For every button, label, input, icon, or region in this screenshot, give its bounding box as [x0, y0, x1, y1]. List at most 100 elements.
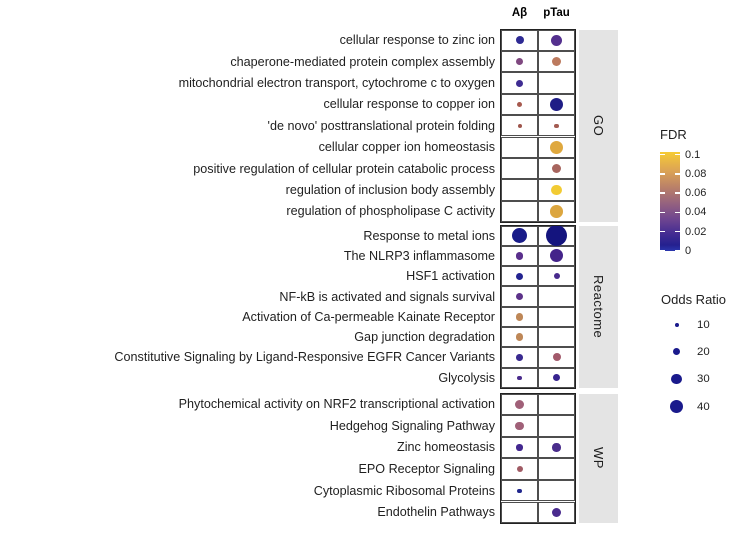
fdr-tick-mark — [660, 192, 665, 194]
fdr-gradient-bar — [660, 152, 680, 251]
enrichment-dot — [546, 225, 567, 247]
enrichment-dot — [515, 36, 524, 45]
grid-cell — [538, 393, 575, 416]
row-label: mitochondrial electron transport, cytoch… — [178, 75, 495, 90]
fdr-tick-mark — [675, 192, 680, 194]
enrichment-dot — [515, 292, 524, 301]
column-header-ptau: pTau — [543, 7, 570, 19]
fdr-tick-label: 0.1 — [685, 148, 701, 161]
grid-cell — [538, 458, 575, 480]
enrichment-dot — [554, 123, 559, 129]
row-label: Glycolysis — [438, 370, 495, 385]
row-label: EPO Receptor Signaling — [358, 462, 495, 477]
grid-cell — [538, 327, 575, 348]
enrichment-dot — [517, 123, 522, 128]
enrichment-dot — [550, 97, 563, 111]
column-header-abeta: Aβ — [511, 7, 528, 19]
grid-cell — [538, 72, 575, 94]
enrichment-dot — [516, 354, 523, 361]
grid-cell — [501, 501, 538, 524]
enrichment-dot — [551, 56, 562, 67]
fdr-tick-mark — [675, 250, 680, 252]
odds-ratio-legend-dot — [671, 373, 682, 385]
fdr-legend-title: FDR — [660, 127, 687, 142]
fdr-tick-mark — [660, 211, 665, 214]
odds-ratio-legend-value: 20 — [697, 345, 710, 358]
enrichment-dot — [552, 353, 561, 362]
facet-strip-go: GO — [579, 29, 618, 223]
row-label: regulation of phospholipase C activity — [286, 204, 495, 219]
enrichment-dot — [516, 58, 523, 66]
fdr-tick-mark — [660, 230, 665, 233]
odds-ratio-legend-dot — [670, 400, 683, 413]
grid-cell — [538, 415, 575, 437]
enrichment-dot — [550, 140, 563, 154]
enrichment-dot — [516, 79, 523, 87]
facet-strip-reactome: Reactome — [579, 225, 618, 388]
enrichment-dot — [512, 228, 527, 244]
row-label: The NLRP3 inflammasome — [343, 248, 495, 263]
row-label: Constitutive Signaling by Ligand-Respons… — [114, 350, 495, 365]
enrichment-dot — [516, 444, 523, 451]
odds-ratio-legend-value: 30 — [697, 373, 710, 385]
grid-cell — [501, 157, 538, 180]
enrichment-dot — [551, 184, 562, 196]
grid-cell — [501, 136, 538, 158]
row-label: Zinc homeostasis — [397, 440, 495, 455]
facet-strip-label: WP — [591, 447, 606, 470]
row-label: positive regulation of cellular protein … — [193, 161, 495, 176]
enrichment-dot — [516, 272, 523, 280]
fdr-tick-label: 0.08 — [685, 167, 707, 180]
enrichment-dot — [553, 374, 560, 382]
fdr-tick-label: 0.06 — [685, 187, 707, 200]
odds-ratio-legend-dot — [672, 347, 681, 356]
fdr-tick-mark — [675, 211, 680, 214]
row-label: Response to metal ions — [363, 228, 495, 243]
row-label: Endothelin Pathways — [377, 505, 495, 520]
enrichment-dot — [517, 101, 522, 107]
row-label: NF-kB is activated and signals survival — [279, 289, 495, 304]
fdr-tick-mark — [660, 153, 665, 156]
grid-cell — [501, 200, 538, 223]
fdr-tick-mark — [660, 250, 665, 252]
enrichment-dot — [550, 205, 563, 218]
facet-strip-label: Reactome — [591, 275, 606, 339]
enrichment-dot — [515, 399, 524, 409]
row-label: Hedgehog Signaling Pathway — [329, 418, 495, 433]
row-label: regulation of inclusion body assembly — [285, 182, 495, 197]
enrichment-dot — [550, 249, 563, 263]
row-label: chaperone-mediated protein complex assem… — [230, 54, 495, 69]
row-label: cellular response to zinc ion — [339, 33, 495, 48]
enrichment-dot — [553, 273, 560, 280]
odds-ratio-legend-dot — [674, 323, 679, 327]
row-label: 'de novo' posttranslational protein fold… — [267, 118, 495, 133]
grid-cell — [538, 306, 575, 327]
row-label: HSF1 activation — [406, 269, 495, 284]
row-label: cellular copper ion homeostasis — [318, 140, 495, 155]
enrichment-dot — [515, 313, 524, 321]
enrichment-dot — [517, 488, 522, 493]
odds-ratio-legend-title: Odds Ratio — [661, 292, 727, 307]
enrichment-dot — [517, 375, 522, 380]
enrichment-dot — [552, 443, 561, 452]
facet-strip-wp: WP — [579, 393, 618, 524]
row-label: cellular response to copper ion — [323, 97, 495, 112]
row-label: Cytoplasmic Ribosomal Proteins — [313, 483, 495, 498]
row-label: Phytochemical activity on NRF2 transcrip… — [178, 397, 495, 412]
grid-cell — [538, 479, 575, 502]
enrichment-dot — [552, 507, 561, 517]
enrichment-dot — [515, 421, 524, 431]
enrichment-dot — [551, 34, 562, 46]
enrichment-dot — [515, 333, 524, 341]
grid-cell — [538, 286, 575, 307]
enrichment-dot — [551, 163, 562, 174]
fdr-tick-mark — [660, 173, 665, 175]
enrichment-dot — [516, 466, 523, 473]
row-label: Activation of Ca-permeable Kainate Recep… — [242, 309, 495, 324]
fdr-tick-label: 0.02 — [685, 225, 707, 238]
fdr-tick-mark — [675, 153, 680, 156]
grid-cell — [501, 179, 538, 201]
odds-ratio-legend-value: 40 — [697, 400, 710, 413]
enrichment-dot — [515, 252, 524, 260]
